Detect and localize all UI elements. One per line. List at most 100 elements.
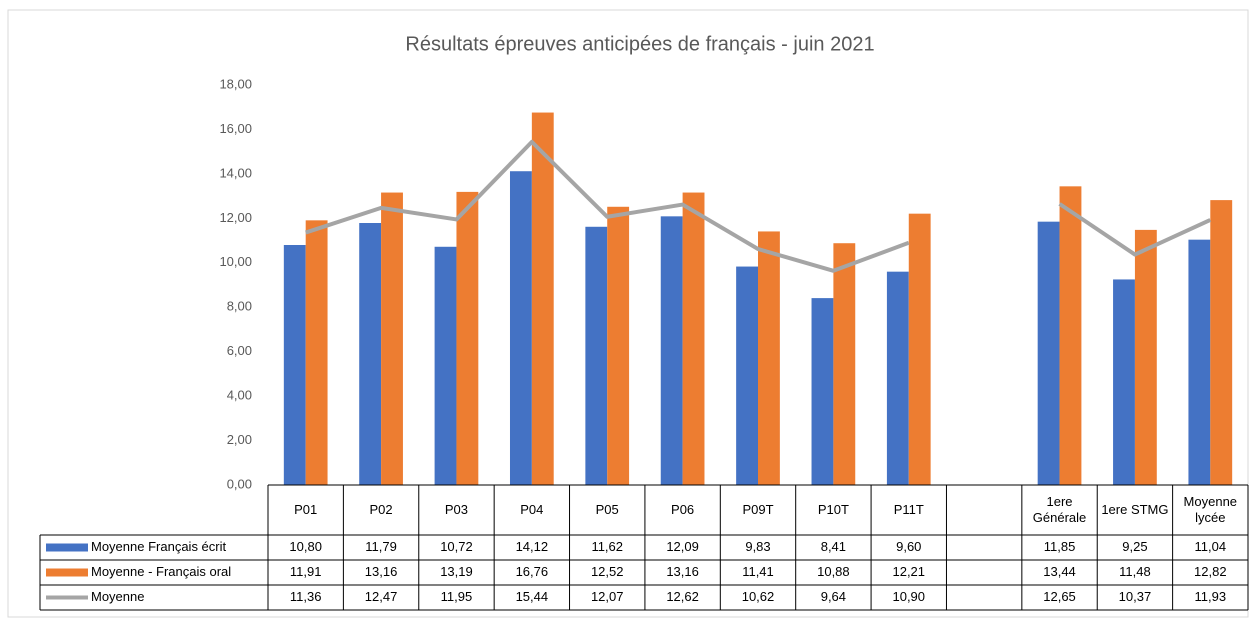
bar (908, 213, 931, 485)
bar (682, 192, 705, 486)
data-label: 12,65 (1043, 589, 1076, 604)
category-cell: P09T (742, 502, 774, 517)
bar (811, 298, 834, 485)
data-label: 9,60 (896, 539, 921, 554)
legend-key (46, 568, 88, 577)
bar (736, 266, 758, 485)
x-tick-label: 1ere Générale (1032, 494, 1087, 525)
legend-label: Moyenne Français écrit (91, 539, 226, 554)
bar (833, 243, 856, 485)
x-tick-label: P02 (369, 502, 393, 517)
legend-label: Moyenne - Français oral (91, 564, 231, 579)
chart-title: Résultats épreuves anticipées de françai… (405, 33, 874, 55)
bar (607, 206, 630, 485)
data-label: 12,82 (1194, 564, 1227, 579)
category-cell: P05 (595, 502, 619, 517)
data-label: 10,37 (1119, 589, 1152, 604)
bar (585, 226, 608, 485)
y-tick-label: 10,00 (219, 254, 252, 269)
legend-key (46, 543, 88, 552)
x-tick-label: P06 (671, 502, 695, 517)
y-tick-label: 4,00 (227, 388, 252, 403)
x-tick-label: P05 (595, 502, 619, 517)
x-tick-label: 1ere STMG (1101, 502, 1169, 517)
y-tick-label: 0,00 (227, 476, 252, 491)
bar (1134, 229, 1157, 485)
data-label: 11,41 (742, 564, 774, 579)
category-cell: P10T (817, 502, 849, 517)
data-label: 10,90 (892, 589, 925, 604)
y-tick-label: 14,00 (219, 165, 252, 180)
data-label: 12,52 (591, 564, 624, 579)
category-cell: P02 (369, 502, 393, 517)
category-cell: P11T (893, 502, 924, 517)
y-tick-label: 8,00 (227, 299, 252, 314)
data-label: 12,62 (666, 589, 699, 604)
y-tick-label: 12,00 (219, 210, 252, 225)
category-cell: 1ere STMG (1101, 502, 1169, 517)
data-label: 10,62 (742, 589, 775, 604)
data-label: 13,16 (666, 564, 699, 579)
bar (509, 171, 532, 485)
x-tick-label: P09T (742, 502, 774, 517)
bar (1188, 239, 1211, 485)
line-series (305, 139, 910, 273)
bar (434, 246, 457, 485)
y-tick-label: 6,00 (227, 343, 252, 358)
bar (456, 191, 479, 485)
bar (283, 245, 306, 485)
data-label: 10,88 (817, 564, 850, 579)
y-tick-label: 2,00 (227, 432, 252, 447)
data-label: 9,64 (821, 589, 846, 604)
category-cell: P06 (671, 502, 695, 517)
data-label: 11,91 (290, 564, 322, 579)
data-label: 13,44 (1043, 564, 1076, 579)
bar (1059, 186, 1082, 486)
category-cell: P03 (444, 502, 469, 517)
bar (886, 271, 909, 485)
bar (1113, 279, 1135, 485)
data-label: 15,44 (516, 589, 549, 604)
bar (359, 223, 382, 485)
bar (660, 216, 683, 486)
data-label: 16,76 (516, 564, 549, 579)
data-label: 11,04 (1195, 539, 1227, 554)
category-cell: Moyenne lycée (1183, 494, 1238, 525)
data-label: 11,79 (365, 539, 397, 554)
data-label: 12,47 (365, 589, 398, 604)
data-label: 8,41 (821, 539, 846, 554)
bar (305, 220, 328, 486)
category-cell: P01 (294, 502, 318, 517)
data-label: 13,19 (440, 564, 473, 579)
x-tick-label: Moyenne lycée (1183, 494, 1238, 525)
x-tick-label: P03 (444, 502, 469, 517)
x-tick-label: P01 (294, 502, 318, 517)
bar (531, 112, 554, 486)
data-label: 12,07 (591, 589, 624, 604)
bar (381, 192, 403, 486)
x-tick-label: P10T (817, 502, 849, 517)
bar (1037, 221, 1060, 485)
y-tick-label: 18,00 (219, 76, 252, 91)
data-label: 11,93 (1195, 589, 1227, 604)
data-label: 9,25 (1122, 539, 1147, 554)
data-label: 11,62 (591, 539, 623, 554)
category-cell: 1ere Générale (1032, 494, 1087, 525)
bar (758, 231, 780, 485)
bar (1210, 200, 1233, 485)
data-label: 13,16 (365, 564, 398, 579)
x-tick-label: P11T (893, 502, 924, 517)
data-label: 11,85 (1044, 539, 1076, 554)
data-label: 11,36 (290, 589, 322, 604)
data-label: 10,80 (289, 539, 322, 554)
x-tick-label (946, 485, 1021, 535)
x-tick-label: P04 (520, 502, 544, 517)
legend-label: Moyenne (91, 589, 144, 604)
data-label: 12,21 (892, 564, 925, 579)
data-label: 14,12 (516, 539, 549, 554)
data-label: 9,83 (745, 539, 770, 554)
y-tick-label: 16,00 (219, 121, 252, 136)
category-cell (946, 485, 1021, 535)
line-series (1058, 202, 1212, 257)
